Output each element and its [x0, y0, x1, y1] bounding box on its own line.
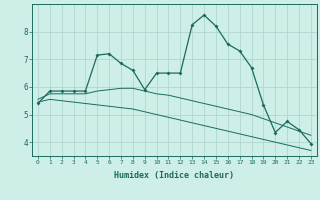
X-axis label: Humidex (Indice chaleur): Humidex (Indice chaleur) — [115, 171, 234, 180]
